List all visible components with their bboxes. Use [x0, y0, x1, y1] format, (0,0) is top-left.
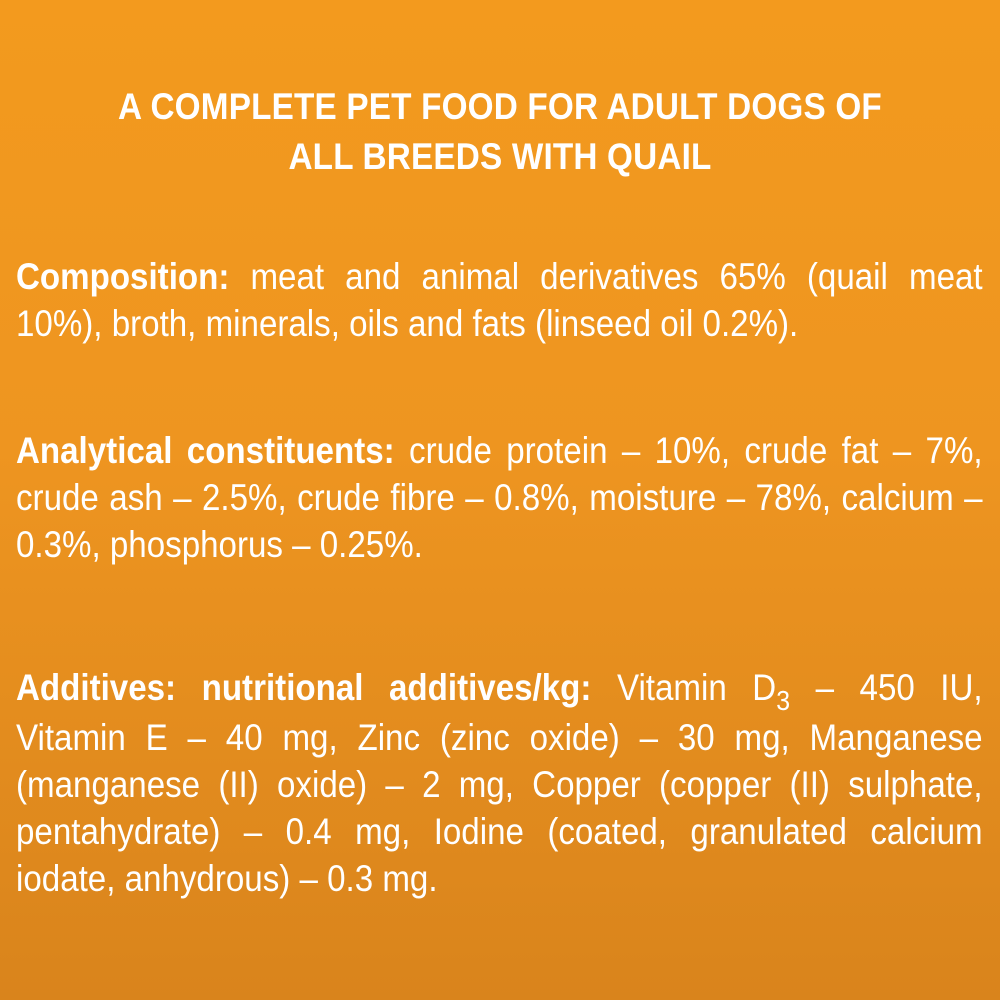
additives-section: Additives: nutritional additives/kg: Vit… — [16, 664, 983, 902]
vitamin-d-subscript: 3 — [776, 684, 791, 716]
additives-text-rest: – 450 IU, Vitamin E – 40 mg, Zinc (zinc … — [16, 667, 983, 899]
additives-label: Additives: nutritional additives/kg: — [16, 667, 592, 708]
analytical-constituents-section: Analytical constituents: crude protein –… — [16, 427, 983, 568]
product-title: A COMPLETE PET FOOD FOR ADULT DOGS OF AL… — [118, 86, 882, 177]
additives-text-start: Vitamin D — [616, 667, 777, 708]
composition-label: Composition: — [16, 256, 230, 297]
composition-text: meat and animal derivatives 65% (quail m… — [16, 256, 983, 344]
analytical-constituents-label: Analytical constituents: — [16, 430, 395, 471]
composition-section: Composition: meat and animal derivatives… — [16, 253, 983, 347]
analytical-constituents-text: crude protein – 10%, crude fat – 7%, cru… — [16, 430, 983, 565]
